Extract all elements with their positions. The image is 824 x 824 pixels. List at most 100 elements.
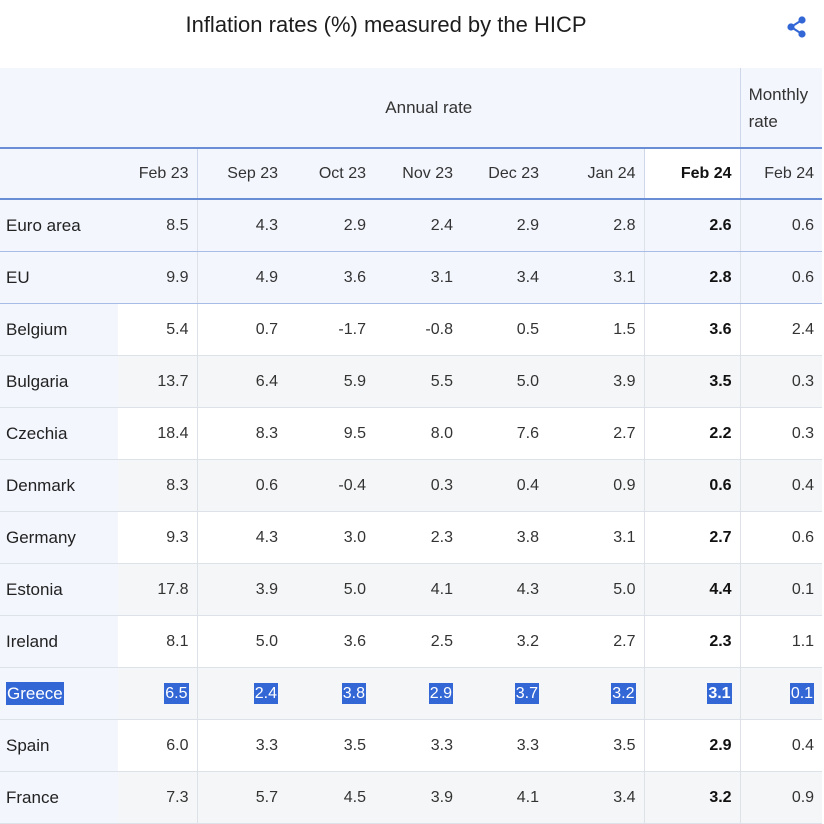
table-row[interactable]: EU 9.9 4.9 3.6 3.1 3.4 3.1 2.8 0.6 xyxy=(0,251,823,304)
annual-rate-cell: 7.3 xyxy=(118,771,198,824)
annual-rate-cell: 17.8 xyxy=(118,563,198,616)
annual-rate-cell: -0.4 xyxy=(286,459,374,512)
annual-rate-cell: 5.0 xyxy=(197,615,286,668)
annual-rate-cell: 4.1 xyxy=(461,771,547,824)
column-header[interactable]: Feb 23 xyxy=(118,148,198,200)
table-row[interactable]: France 7.3 5.7 4.5 3.9 4.1 3.4 3.2 0.9 xyxy=(0,771,823,824)
annual-rate-cell: 3.5 xyxy=(286,719,374,772)
column-header[interactable]: Dec 23 xyxy=(461,148,547,200)
column-header[interactable]: Sep 23 xyxy=(197,148,286,200)
annual-rate-cell: 3.7 xyxy=(461,667,547,720)
annual-rate-cell: 5.0 xyxy=(461,355,547,408)
column-header-monthly[interactable]: Feb 24 xyxy=(740,148,823,200)
row-country-name: Euro area xyxy=(0,199,118,252)
annual-rate-cell: 5.0 xyxy=(547,563,645,616)
annual-rate-cell: 2.8 xyxy=(547,199,645,252)
table-row[interactable]: Denmark 8.3 0.6 -0.4 0.3 0.4 0.9 0.6 0.4 xyxy=(0,459,823,512)
column-header[interactable]: Nov 23 xyxy=(374,148,461,200)
selected-text: 3.7 xyxy=(514,682,539,704)
annual-rate-cell: 5.0 xyxy=(286,563,374,616)
header-corner xyxy=(0,68,118,149)
monthly-rate-cell: 1.1 xyxy=(740,615,823,668)
annual-rate-cell: 8.5 xyxy=(118,199,198,252)
annual-rate-header: Annual rate xyxy=(118,68,741,149)
header-row-groups: Annual rate Monthly rate xyxy=(0,68,823,149)
annual-rate-cell: 5.5 xyxy=(374,355,461,408)
table-body: Euro area 8.5 4.3 2.9 2.4 2.9 2.8 2.6 0.6 EU 9.9 4.… xyxy=(0,199,823,824)
selected-text: 2.4 xyxy=(253,682,278,704)
annual-rate-cell: 5.7 xyxy=(197,771,286,824)
annual-rate-cell: 2.7 xyxy=(644,511,741,564)
table-row[interactable]: Germany 9.3 4.3 3.0 2.3 3.8 3.1 2.7 0.6 xyxy=(0,511,823,564)
annual-rate-cell: 6.0 xyxy=(118,719,198,772)
selected-text: 2.9 xyxy=(428,682,453,704)
row-country-name: EU xyxy=(0,251,118,304)
monthly-rate-label-line1: Monthly xyxy=(748,84,809,104)
annual-rate-cell: 3.1 xyxy=(547,511,645,564)
annual-rate-cell: 2.8 xyxy=(644,251,741,304)
page-title: Inflation rates (%) measured by the HICP xyxy=(185,12,587,37)
annual-rate-cell: 3.5 xyxy=(644,355,741,408)
table-row[interactable]: Spain 6.0 3.3 3.5 3.3 3.3 3.5 2.9 0.4 xyxy=(0,719,823,772)
annual-rate-cell: 3.8 xyxy=(286,667,374,720)
annual-rate-cell: 9.5 xyxy=(286,407,374,460)
annual-rate-cell: 3.9 xyxy=(547,355,645,408)
annual-rate-cell: 8.3 xyxy=(197,407,286,460)
row-country-name: Bulgaria xyxy=(0,355,118,408)
selected-text: 3.1 xyxy=(707,682,732,704)
annual-rate-cell: 8.0 xyxy=(374,407,461,460)
annual-rate-cell: 3.2 xyxy=(644,771,741,824)
annual-rate-cell: 4.3 xyxy=(461,563,547,616)
annual-rate-cell: 3.4 xyxy=(461,251,547,304)
monthly-rate-cell: 0.4 xyxy=(740,719,823,772)
annual-rate-cell: 18.4 xyxy=(118,407,198,460)
annual-rate-cell: 2.4 xyxy=(197,667,286,720)
table-row[interactable]: Estonia 17.8 3.9 5.0 4.1 4.3 5.0 4.4 0.1 xyxy=(0,563,823,616)
annual-rate-cell: 3.6 xyxy=(286,615,374,668)
annual-rate-cell: 3.6 xyxy=(286,251,374,304)
annual-rate-cell: 3.1 xyxy=(644,667,741,720)
column-header[interactable]: Oct 23 xyxy=(286,148,374,200)
monthly-rate-cell: 0.1 xyxy=(740,563,823,616)
annual-rate-cell: 3.4 xyxy=(547,771,645,824)
annual-rate-cell: 9.9 xyxy=(118,251,198,304)
table-row[interactable]: Euro area 8.5 4.3 2.9 2.4 2.9 2.8 2.6 0.6 xyxy=(0,199,823,252)
annual-rate-cell: 2.6 xyxy=(644,199,741,252)
header-country-cell xyxy=(0,148,118,200)
annual-rate-cell: 2.9 xyxy=(374,667,461,720)
table-row[interactable]: Bulgaria 13.7 6.4 5.9 5.5 5.0 3.9 3.5 0.3 xyxy=(0,355,823,408)
annual-rate-cell: 4.9 xyxy=(197,251,286,304)
row-country-name: Germany xyxy=(0,511,118,564)
annual-rate-cell: 8.1 xyxy=(118,615,198,668)
column-header-current[interactable]: Feb 24 xyxy=(644,148,741,200)
monthly-rate-cell: 0.6 xyxy=(740,199,823,252)
annual-rate-cell: 0.4 xyxy=(461,459,547,512)
annual-rate-cell: 3.0 xyxy=(286,511,374,564)
annual-rate-cell: 9.3 xyxy=(118,511,198,564)
monthly-rate-cell: 0.6 xyxy=(740,251,823,304)
row-country-name: Greece xyxy=(0,667,118,720)
table-row[interactable]: Belgium 5.4 0.7 -1.7 -0.8 0.5 1.5 3.6 2.4 xyxy=(0,303,823,356)
row-country-name: Estonia xyxy=(0,563,118,616)
monthly-rate-cell: 0.3 xyxy=(740,355,823,408)
annual-rate-cell: 3.3 xyxy=(197,719,286,772)
row-country-name: Belgium xyxy=(0,303,118,356)
annual-rate-cell: 1.5 xyxy=(547,303,645,356)
monthly-rate-cell: 2.4 xyxy=(740,303,823,356)
monthly-rate-cell: 0.1 xyxy=(740,667,823,720)
table-row[interactable]: Ireland 8.1 5.0 3.6 2.5 3.2 2.7 2.3 1.1 xyxy=(0,615,823,668)
selected-text: 6.5 xyxy=(164,682,189,704)
annual-rate-cell: 2.9 xyxy=(461,199,547,252)
table-row[interactable]: Greece 6.5 2.4 3.8 2.9 3.7 3.2 3.1 0.1 xyxy=(0,667,823,720)
annual-rate-cell: 2.5 xyxy=(374,615,461,668)
annual-rate-cell: 2.7 xyxy=(547,615,645,668)
hicp-table: Annual rate Monthly rate Feb 23 Sep 23 O… xyxy=(0,68,823,824)
annual-rate-cell: 4.1 xyxy=(374,563,461,616)
column-header[interactable]: Jan 24 xyxy=(547,148,645,200)
monthly-rate-cell: 0.3 xyxy=(740,407,823,460)
annual-rate-cell: 2.2 xyxy=(644,407,741,460)
row-country-name: Czechia xyxy=(0,407,118,460)
share-icon[interactable] xyxy=(786,14,808,40)
table-row[interactable]: Czechia 18.4 8.3 9.5 8.0 7.6 2.7 2.2 0.3 xyxy=(0,407,823,460)
annual-rate-cell: 13.7 xyxy=(118,355,198,408)
